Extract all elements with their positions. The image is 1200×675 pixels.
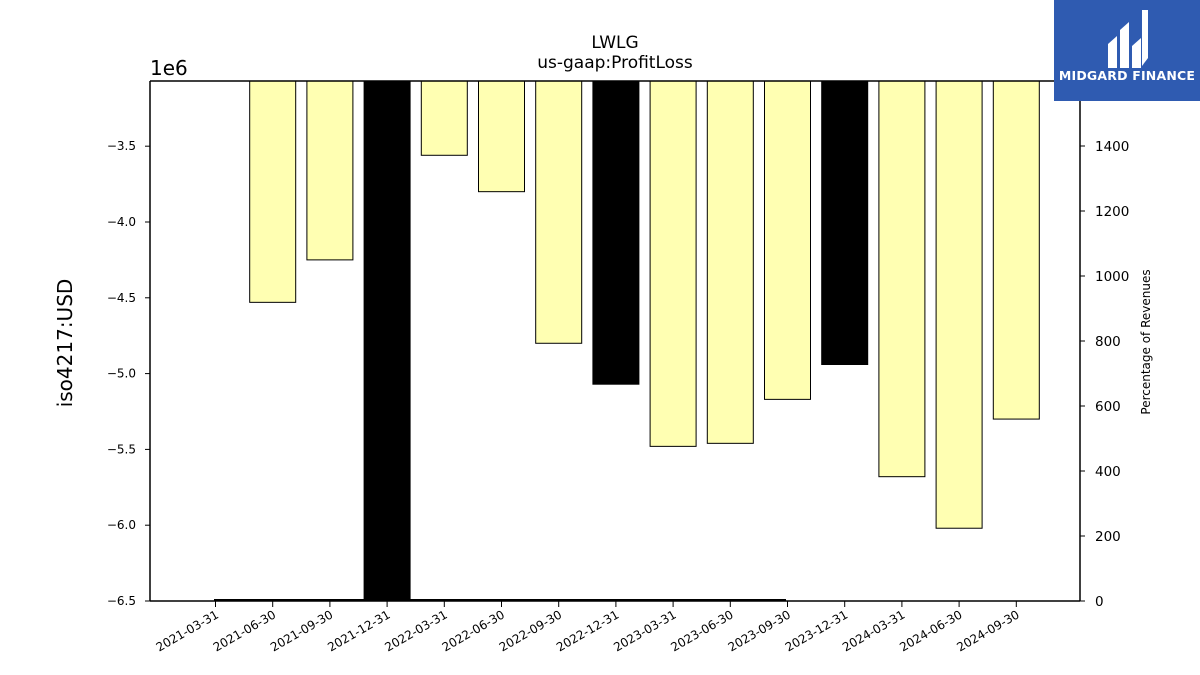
y-tick-label: −5.0 — [107, 367, 136, 381]
y-tick-label: −4.0 — [107, 215, 136, 229]
bar — [420, 80, 468, 156]
y2-tick-label: 200 — [1095, 529, 1121, 545]
x-tick-label: 2022-09-30 — [497, 607, 564, 654]
bar — [649, 80, 697, 447]
bar — [535, 80, 583, 344]
y-tick-label: −6.5 — [107, 594, 136, 608]
bar — [478, 80, 525, 193]
bar — [935, 80, 983, 529]
y2-tick-label: 0 — [1095, 594, 1104, 610]
x-tick-label: 2023-03-31 — [611, 607, 678, 654]
x-tick-label: 2022-12-31 — [554, 607, 621, 654]
y2-tick-label: 1200 — [1095, 204, 1129, 220]
y-tick-label: −4.5 — [107, 291, 136, 305]
logo-mark-icon — [1108, 10, 1148, 68]
bar — [363, 80, 411, 602]
bar — [706, 80, 754, 444]
y-offset-label: 1e6 — [150, 56, 188, 80]
bar — [764, 80, 811, 400]
x-tick-label: 2021-06-30 — [211, 607, 278, 654]
y-axis-label: iso4217:USD — [53, 279, 77, 408]
x-tick-label: 2021-09-30 — [268, 607, 335, 654]
y2-tick-label: 600 — [1095, 399, 1121, 415]
bar — [592, 80, 640, 385]
x-tick-label: 2024-09-30 — [954, 607, 1021, 654]
chart-title: LWLG — [591, 33, 638, 53]
bar-group — [249, 80, 1040, 602]
bar — [249, 80, 297, 303]
x-tick-label: 2022-03-31 — [382, 607, 449, 654]
chart-subtitle: us-gaap:ProfitLoss — [537, 53, 693, 73]
y-tick-label: −6.0 — [107, 518, 136, 532]
x-tick-label: 2024-03-31 — [840, 607, 907, 654]
y-tick-label: −5.5 — [107, 442, 136, 456]
midgard-finance-logo: MIDGARD FINANCE — [1054, 0, 1200, 101]
y2-tick-label: 1000 — [1095, 269, 1129, 285]
y-tick-label: −3.5 — [107, 139, 136, 153]
x-tick-label: 2023-06-30 — [668, 607, 735, 654]
bar — [821, 80, 869, 365]
y2-axis-label: Percentage of Revenues — [1139, 269, 1153, 414]
x-tick-label: 2023-09-30 — [726, 607, 793, 654]
x-tick-label: 2021-03-31 — [154, 607, 221, 654]
logo-text: MIDGARD FINANCE — [1058, 68, 1196, 83]
bar — [306, 80, 354, 261]
x-tick-label: 2022-06-30 — [440, 607, 507, 654]
y2-tick-label: 1400 — [1095, 139, 1129, 155]
x-tick-label: 2021-12-31 — [325, 607, 392, 654]
bar — [992, 80, 1040, 420]
y2-tick-label: 400 — [1095, 464, 1121, 480]
x-tick-label: 2023-12-31 — [783, 607, 850, 654]
bar — [878, 80, 926, 478]
x-tick-label: 2024-06-30 — [897, 607, 964, 654]
y2-tick-label: 800 — [1095, 334, 1121, 350]
